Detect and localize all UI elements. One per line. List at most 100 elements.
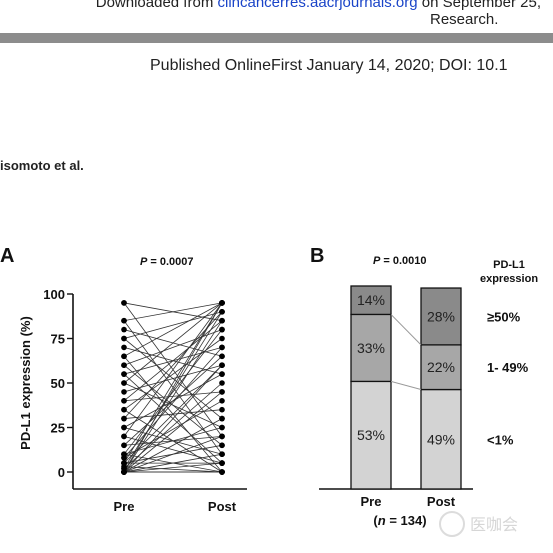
patient-line	[123, 311, 223, 419]
legend-entry: 1- 49%	[487, 360, 529, 375]
pre-point	[121, 415, 127, 422]
n-symbol: n	[378, 513, 386, 528]
panel-b-connectors	[390, 314, 422, 391]
panel-a-p-number: = 0.0007	[147, 256, 193, 268]
segment-label: 14%	[357, 292, 385, 308]
post-point	[219, 433, 225, 440]
download-notice: Downloaded from clincancerres.aacrjourna…	[96, 0, 541, 11]
patient-line	[123, 436, 223, 464]
post-point	[219, 335, 225, 342]
pre-point	[121, 433, 127, 440]
panel-b-p-symbol: P	[373, 255, 381, 267]
post-point	[219, 380, 225, 386]
post-point	[219, 406, 225, 413]
post-point	[219, 424, 225, 431]
pre-point	[121, 398, 127, 404]
panel-a-p-symbol: P	[140, 256, 148, 268]
post-point	[219, 317, 225, 324]
n-value: = 134)	[386, 513, 427, 528]
legend-title-line2: expression	[480, 273, 538, 285]
patient-line	[123, 311, 223, 339]
patient-line	[123, 409, 223, 473]
x-category-label: Post	[208, 499, 237, 514]
panel-b-pvalue: P = 0.0010	[373, 255, 427, 267]
watermark-logo	[439, 511, 465, 537]
post-point	[219, 371, 225, 377]
patient-line	[123, 400, 223, 459]
x-category-label: Pre	[361, 494, 382, 509]
panel-a-pvalue: P = 0.0007	[140, 256, 194, 268]
pre-point	[121, 344, 127, 351]
bar-segment	[350, 285, 392, 316]
watermark-text: 医咖会	[470, 516, 518, 534]
panel-b-p-number: = 0.0010	[380, 255, 426, 267]
segment-label: 22%	[427, 359, 455, 375]
research-label: Research.	[430, 11, 499, 28]
patient-line	[123, 466, 223, 473]
patient-line	[123, 329, 223, 357]
legend-title-line1: PD-L1	[493, 259, 525, 271]
patient-line	[123, 356, 223, 473]
panel-b-letter: B	[310, 245, 324, 267]
x-category-label: Pre	[114, 499, 135, 514]
y-tick-label: 50	[51, 376, 65, 391]
patient-line	[123, 338, 223, 419]
patient-line	[123, 302, 223, 464]
post-point	[219, 326, 225, 333]
download-prefix: Downloaded from	[95, 0, 218, 11]
legend-entry: ≥50%	[487, 309, 521, 324]
connector-line	[390, 380, 422, 391]
header-band	[0, 33, 553, 43]
bar-segment	[420, 287, 462, 346]
x-category-label: Post	[427, 494, 456, 509]
pre-point	[121, 317, 127, 324]
pre-point	[121, 442, 127, 449]
pre-point	[121, 335, 127, 342]
post-point	[219, 442, 225, 449]
post-point	[219, 389, 225, 395]
journal-link[interactable]: clincancerres.aacrjournals.org	[217, 0, 418, 11]
bar-segment	[420, 344, 462, 391]
patient-line	[123, 347, 223, 459]
patient-line	[123, 338, 223, 411]
pre-point	[121, 389, 127, 395]
patient-line	[123, 302, 223, 437]
download-suffix: on September 25,	[417, 0, 541, 11]
running-head-authors: isomoto et al.	[0, 158, 84, 173]
panel-b-xlabels: Pre Post	[361, 494, 456, 509]
panel-b-n-label: (n = 134)	[373, 513, 426, 528]
post-point	[219, 353, 225, 360]
pre-point	[121, 353, 127, 360]
patient-line	[123, 329, 223, 366]
bar-segment	[350, 313, 392, 383]
y-tick-label: 75	[51, 332, 65, 347]
pre-point	[121, 362, 127, 369]
patient-line	[123, 364, 223, 446]
post-point	[219, 362, 225, 369]
pre-point	[121, 326, 127, 333]
segment-label: 53%	[357, 427, 385, 443]
post-point	[219, 469, 225, 475]
segment-label: 33%	[357, 340, 385, 356]
pre-point	[121, 451, 127, 458]
pre-point	[121, 406, 127, 413]
post-point	[219, 460, 225, 466]
panel-b-segment-labels: 53% 33% 14% 49% 22% 28%	[357, 292, 455, 447]
patient-line	[123, 320, 223, 455]
panel-b-legend: <1% 1- 49% ≥50%	[487, 309, 529, 447]
post-point	[219, 415, 225, 422]
patient-line	[123, 453, 223, 473]
legend-entry: <1%	[487, 432, 514, 447]
patient-line	[123, 462, 223, 473]
patient-line	[123, 391, 223, 402]
n-open: (	[373, 513, 378, 528]
panel-a-points	[121, 300, 225, 475]
y-tick-label: 25	[51, 421, 65, 436]
post-point	[219, 309, 225, 315]
pre-point	[121, 460, 127, 466]
pre-point	[121, 371, 127, 377]
pre-point	[121, 300, 127, 306]
panel-a-xlabels: Pre Post	[114, 499, 237, 514]
pre-point	[121, 424, 127, 431]
